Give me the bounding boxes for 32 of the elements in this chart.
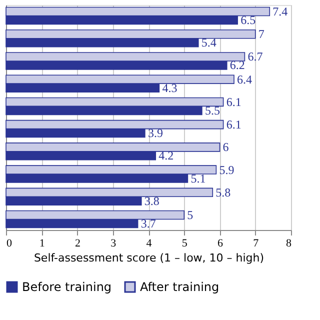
data-label: 3.9 — [148, 126, 163, 140]
data-label: 6.4 — [237, 72, 252, 86]
data-label: 5.1 — [190, 171, 206, 186]
x-tick-label: 3 — [110, 238, 117, 250]
data-label: 3.7 — [140, 216, 156, 230]
x-tick-label: 6 — [218, 238, 224, 250]
data-label: 6.5 — [240, 12, 256, 27]
x-tick-label: 0 — [6, 238, 12, 250]
x-tick-label: 5 — [182, 238, 188, 250]
data-label: 5.4 — [201, 36, 216, 50]
x-axis-title: Self-assessment score (1 – low, 10 – high) — [34, 252, 264, 264]
data-label: 6.1 — [226, 118, 242, 132]
data-label: 4.3 — [162, 80, 178, 95]
data-label: 6.2 — [230, 58, 245, 72]
x-tick-label: 2 — [75, 238, 80, 250]
data-label: 6 — [222, 140, 229, 154]
x-tick-label: 4 — [146, 238, 152, 250]
data-label: 6.1 — [226, 94, 242, 109]
x-tick-label: 1 — [39, 238, 45, 250]
data-label: 4.2 — [158, 148, 174, 163]
data-label: 5.5 — [204, 103, 220, 118]
data-label: 5 — [187, 208, 194, 222]
legend-label: Before training — [22, 280, 112, 294]
data-label: 5.8 — [216, 185, 231, 200]
data-label: 7 — [258, 27, 264, 42]
legend-label: After training — [140, 280, 220, 294]
data-label: 6.7 — [248, 50, 263, 64]
data-label: 3.8 — [144, 194, 160, 208]
data-label: 5.9 — [219, 162, 234, 177]
x-tick-label: 8 — [286, 238, 292, 250]
x-tick-label: 7 — [253, 238, 260, 250]
data-label: 7.4 — [272, 4, 288, 18]
